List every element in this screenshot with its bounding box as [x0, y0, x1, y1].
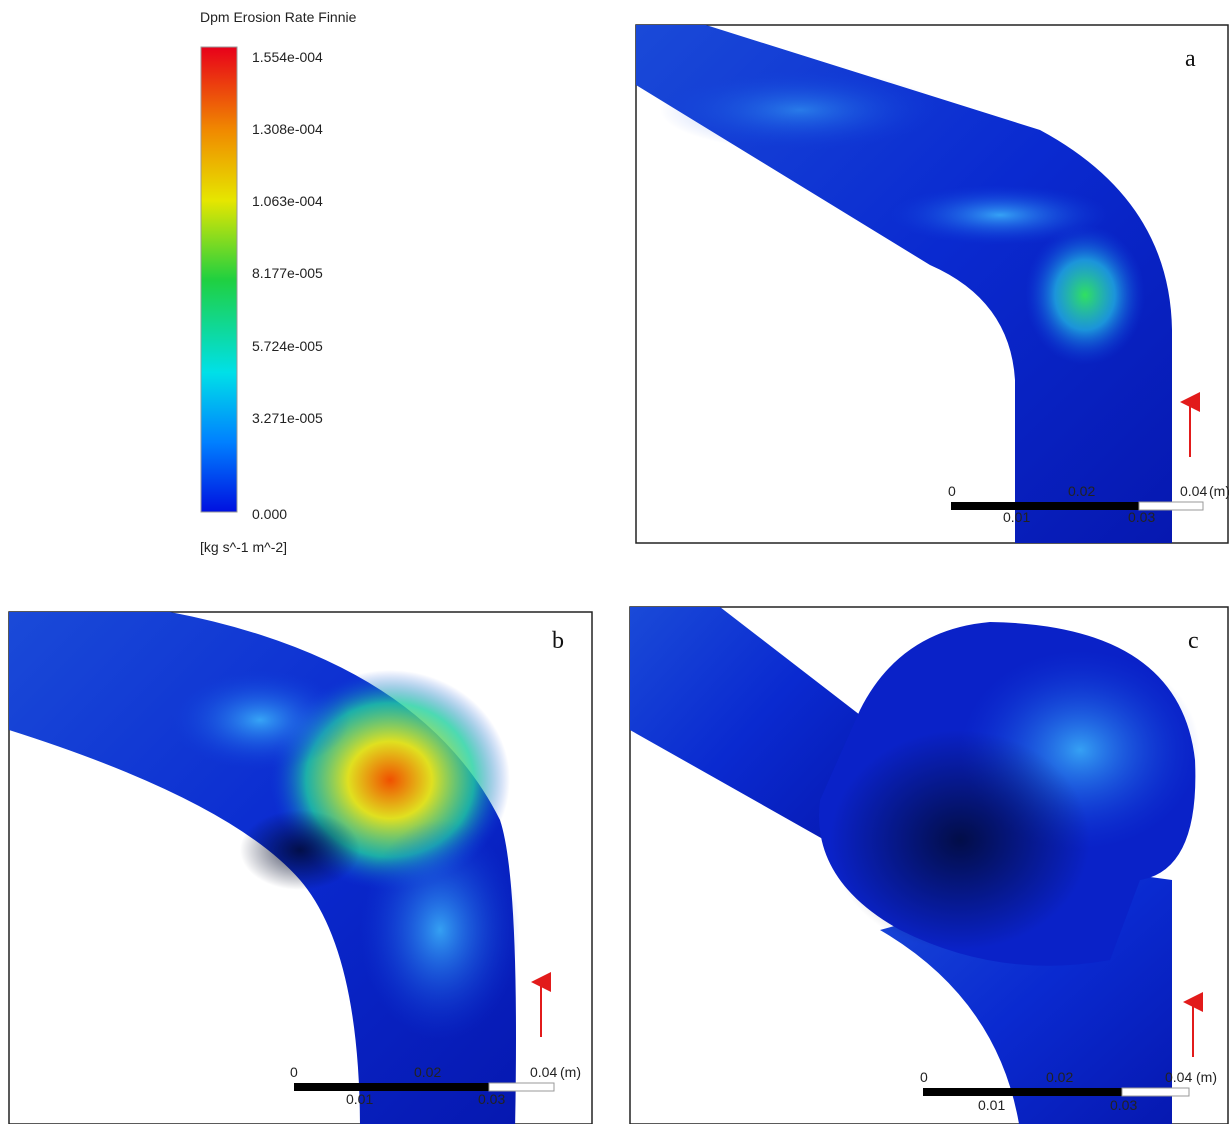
scale-label: (m) [560, 1064, 581, 1080]
legend-title: Dpm Erosion Rate Finnie [200, 9, 357, 25]
scale-label: 0 [290, 1064, 298, 1080]
legend-ticks: 1.554e-004 1.308e-004 1.063e-004 8.177e-… [252, 49, 323, 522]
panel-label: a [1185, 46, 1196, 72]
scale-label: 0.01 [346, 1091, 373, 1107]
legend-unit: [kg s^-1 m^-2] [200, 539, 287, 555]
shadow [830, 730, 1090, 950]
scale-label: 0.02 [1046, 1069, 1073, 1085]
colorbar [201, 47, 237, 512]
legend-tick: 1.554e-004 [252, 49, 323, 65]
erosion-zone [660, 70, 940, 150]
scale-segment [294, 1083, 424, 1091]
scale-label: 0.03 [1128, 509, 1155, 525]
erosion-zone [170, 670, 350, 770]
scale-label: 0 [920, 1069, 928, 1085]
scale-label: 0.04 [530, 1064, 557, 1080]
scale-label: 0.02 [1068, 483, 1095, 499]
legend-tick: 8.177e-005 [252, 265, 323, 281]
scale-segment [424, 1083, 489, 1091]
scale-label: 0 [948, 483, 956, 499]
scale-segment [1122, 1088, 1189, 1096]
legend-tick: 3.271e-005 [252, 410, 323, 426]
scale-label: 0.01 [978, 1097, 1005, 1113]
panel-a: a 0 0.01 0.02 0.03 0.04 (m) [636, 20, 1229, 545]
erosion-zone [1025, 225, 1145, 365]
scale-label: 0.02 [414, 1064, 441, 1080]
scale-label: 0.04 [1165, 1069, 1192, 1085]
figure: Dpm Erosion Rate Finnie 1.554e-004 1.308… [0, 0, 1229, 1124]
legend-tick: 0.000 [252, 506, 287, 522]
panel-b: b 0 0.01 0.02 0.03 0.04 (m) [9, 612, 592, 1124]
panel-label: c [1188, 628, 1199, 654]
scale-segment [1056, 1088, 1122, 1096]
legend-tick: 1.308e-004 [252, 121, 323, 137]
scale-label: 0.03 [478, 1091, 505, 1107]
panel-c: c 0 0.01 0.02 0.03 0.04 (m) [630, 607, 1228, 1124]
scale-label: (m) [1209, 483, 1229, 499]
scale-label: (m) [1196, 1069, 1217, 1085]
scale-segment [489, 1083, 554, 1091]
scale-label: 0.01 [1003, 509, 1030, 525]
panel-label: b [552, 628, 564, 654]
erosion-zone [360, 820, 520, 1040]
shadow [240, 810, 360, 890]
erosion-zone [890, 185, 1110, 245]
scale-label: 0.03 [1110, 1097, 1137, 1113]
legend-tick: 1.063e-004 [252, 193, 323, 209]
legend-tick: 5.724e-005 [252, 338, 323, 354]
scale-label: 0.04 [1180, 483, 1207, 499]
scale-segment [923, 1088, 1056, 1096]
